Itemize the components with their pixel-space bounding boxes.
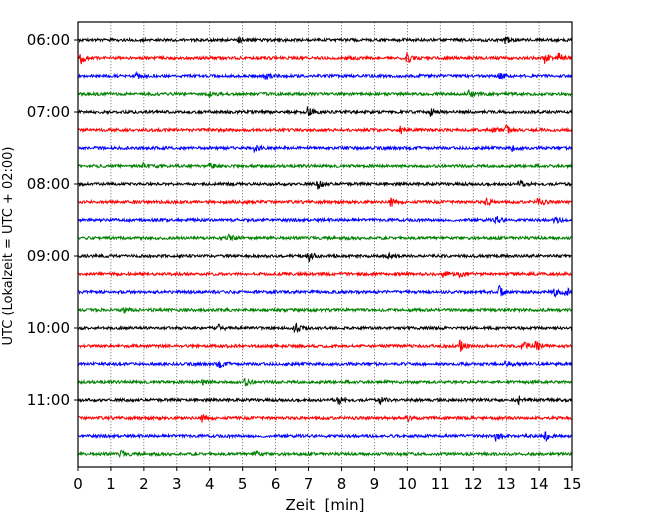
trace-1145 (77, 449, 573, 459)
seismic-traces (77, 35, 573, 459)
trace-0815 (77, 197, 573, 207)
y-tick-label: 10:00 (27, 319, 70, 337)
y-axis-label: UTC (Lokalzeit = UTC + 02:00) (1, 147, 16, 346)
trace-0745 (77, 161, 573, 170)
y-tick-label: 08:00 (27, 175, 70, 193)
trace-0930 (77, 284, 573, 298)
grid-lines (110, 22, 540, 467)
y-axis-ticks: 06:00 07:00 08:00 09:00 10:00 11:00 (27, 31, 78, 409)
x-tick-label: 4 (205, 475, 215, 493)
y-tick-label: 09:00 (27, 247, 70, 265)
x-tick-label: 9 (370, 475, 380, 493)
x-axis-ticks: 0 1 2 3 4 5 6 7 8 9 10 11 12 13 14 15 (73, 467, 582, 493)
trace-0730 (77, 144, 573, 154)
x-tick-label: 3 (172, 475, 182, 493)
x-tick-label: 12 (464, 475, 483, 493)
trace-0800 (77, 179, 573, 190)
trace-0715 (77, 124, 573, 135)
trace-0845 (77, 233, 573, 242)
trace-1000 (77, 322, 573, 334)
x-tick-label: 13 (497, 475, 516, 493)
x-tick-label: 6 (271, 475, 281, 493)
trace-1045 (77, 377, 573, 387)
trace-0830 (77, 215, 573, 225)
plot-frame (77, 21, 573, 468)
x-axis-label: Zeit [min] (285, 496, 364, 514)
trace-0600 (77, 35, 573, 45)
trace-1015 (77, 339, 573, 352)
trace-0615 (77, 51, 573, 65)
x-tick-label: 11 (431, 475, 450, 493)
trace-0700 (77, 106, 573, 118)
x-tick-label: 15 (562, 475, 581, 493)
trace-0645 (77, 89, 573, 98)
x-tick-label: 14 (530, 475, 549, 493)
y-tick-label: 06:00 (27, 31, 70, 49)
trace-0900 (77, 251, 573, 263)
x-tick-label: 1 (106, 475, 116, 493)
x-tick-label: 10 (398, 475, 417, 493)
trace-1130 (77, 431, 573, 443)
x-tick-label: 7 (304, 475, 314, 493)
x-tick-label: 0 (73, 475, 83, 493)
trace-1100 (77, 395, 573, 406)
x-tick-label: 5 (238, 475, 248, 493)
y-tick-label: 07:00 (27, 103, 70, 121)
x-tick-label: 8 (337, 475, 347, 493)
trace-1030 (77, 360, 573, 369)
trace-1115 (77, 414, 573, 423)
y-tick-label: 11:00 (27, 391, 70, 409)
trace-0945 (78, 306, 573, 314)
trace-0630 (77, 70, 573, 80)
trace-0915 (77, 270, 573, 279)
x-tick-label: 2 (139, 475, 149, 493)
